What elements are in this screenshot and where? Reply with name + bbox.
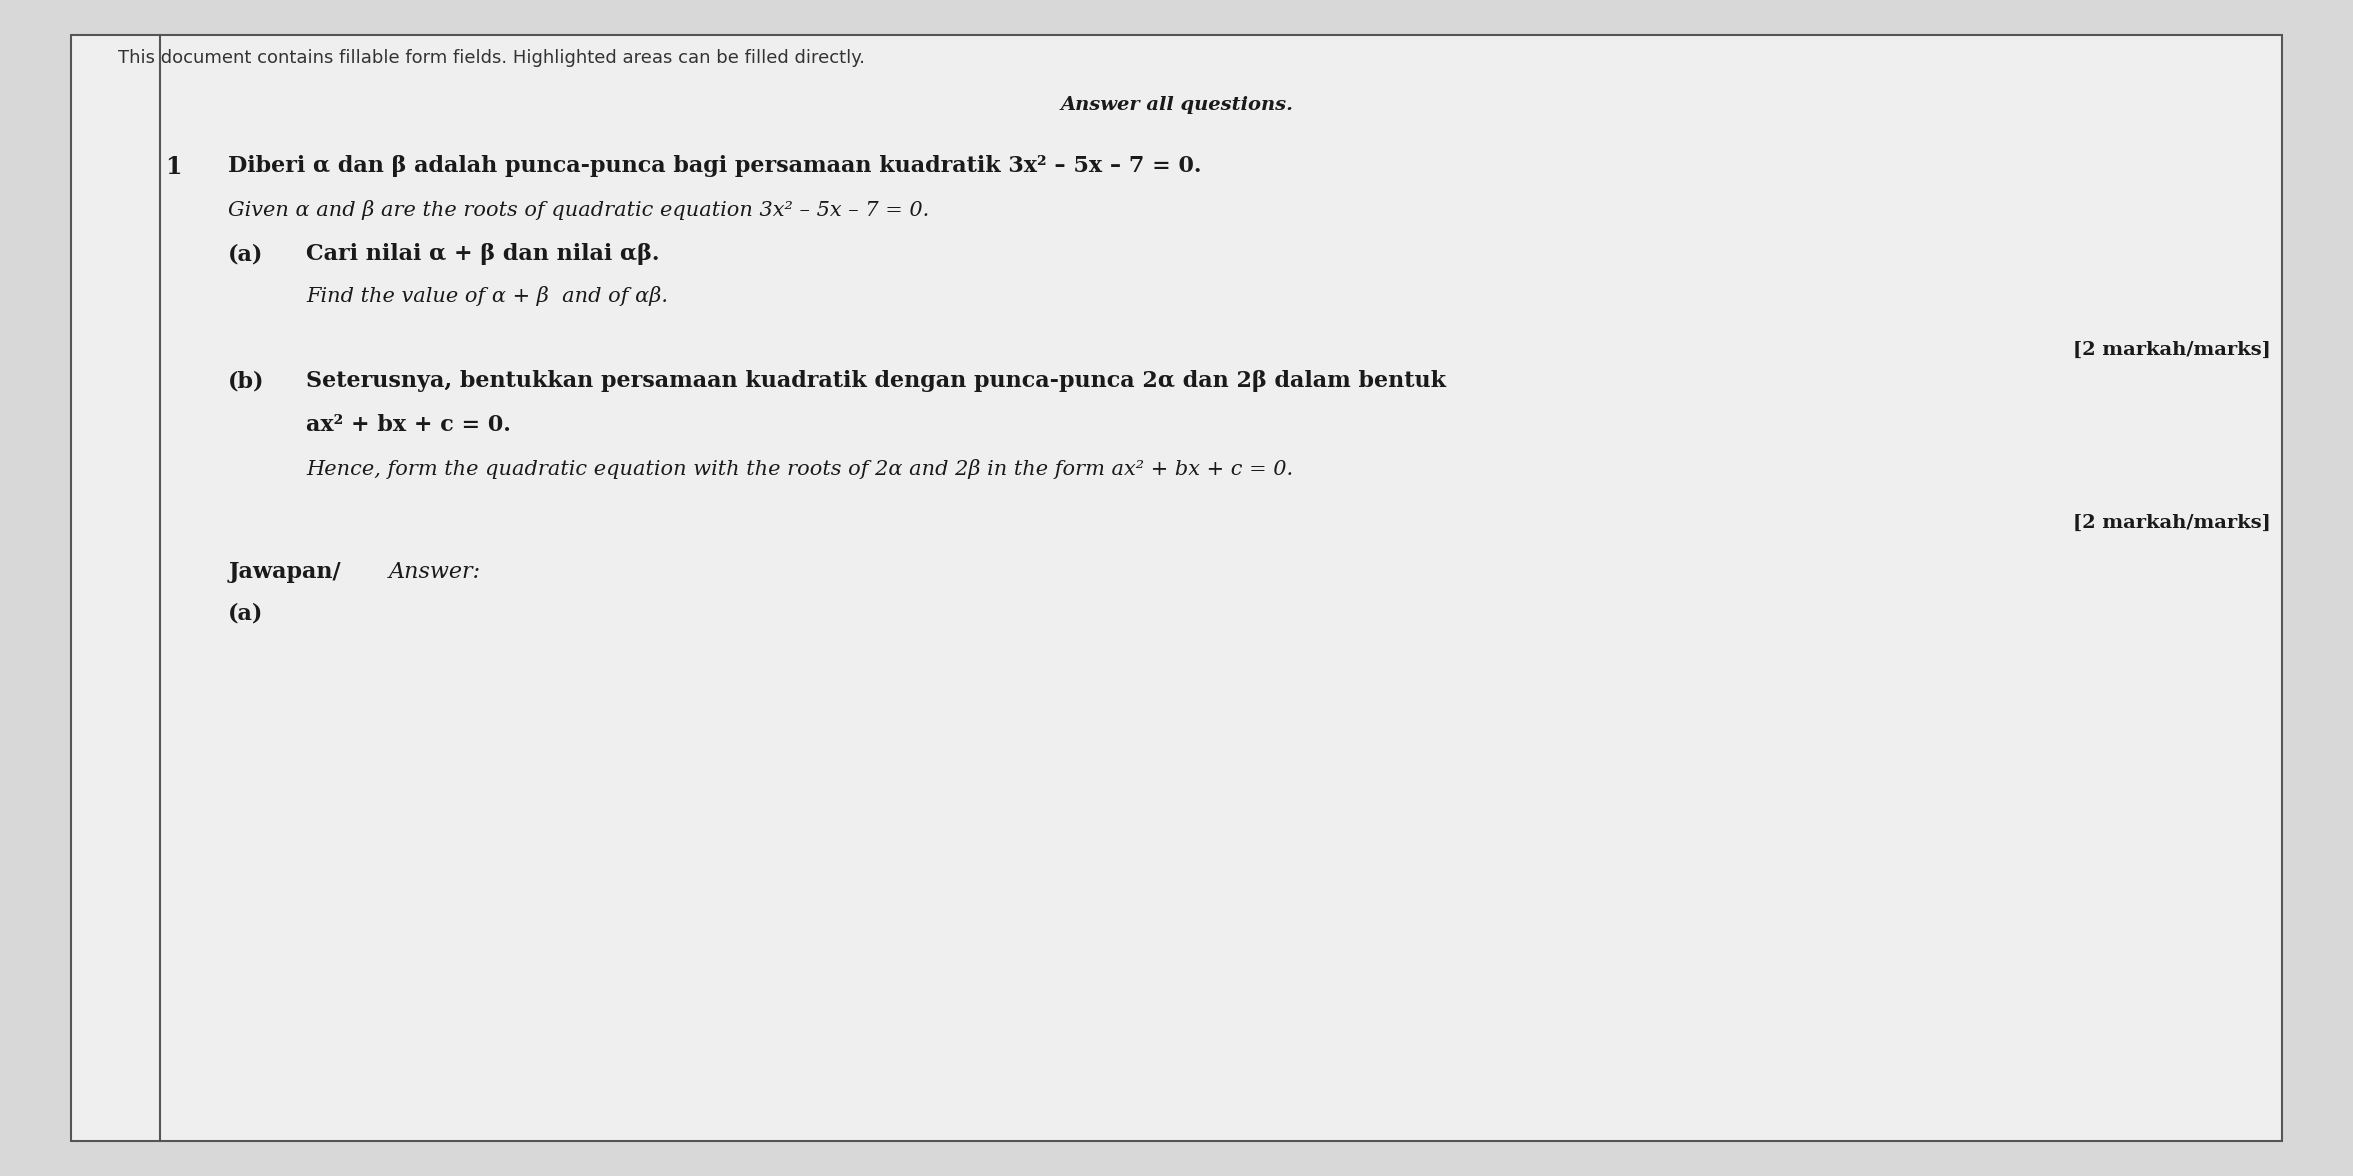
Text: (b): (b) [228,370,266,393]
Text: Diberi α dan β adalah punca-punca bagi persamaan kuadratik 3x² – 5x – 7 = 0.: Diberi α dan β adalah punca-punca bagi p… [228,155,1202,178]
Text: [2 markah/marks]: [2 markah/marks] [2073,341,2271,359]
Text: 1: 1 [165,155,181,179]
Text: (a): (a) [228,602,264,624]
Text: Hence, form the quadratic equation with the roots of 2α and 2β in the form ax² +: Hence, form the quadratic equation with … [306,459,1294,479]
Text: Cari nilai α + β dan nilai αβ.: Cari nilai α + β dan nilai αβ. [306,243,659,266]
Text: (a): (a) [228,243,264,266]
Text: Answer all questions.: Answer all questions. [1061,96,1292,114]
Text: Find the value of α + β  and of αβ.: Find the value of α + β and of αβ. [306,286,668,306]
FancyBboxPatch shape [71,35,2282,1141]
Text: Given α and β are the roots of quadratic equation 3x² – 5x – 7 = 0.: Given α and β are the roots of quadratic… [228,200,929,220]
Text: Seterusnya, bentukkan persamaan kuadratik dengan punca-punca 2α dan 2β dalam ben: Seterusnya, bentukkan persamaan kuadrati… [306,370,1445,393]
Text: Jawapan/: Jawapan/ [228,561,341,583]
Text: This document contains fillable form fields. Highlighted areas can be filled dir: This document contains fillable form fie… [118,49,864,67]
Text: [2 markah/marks]: [2 markah/marks] [2073,514,2271,532]
Text: Answer:: Answer: [388,561,480,583]
Text: ax² + bx + c = 0.: ax² + bx + c = 0. [306,414,511,436]
